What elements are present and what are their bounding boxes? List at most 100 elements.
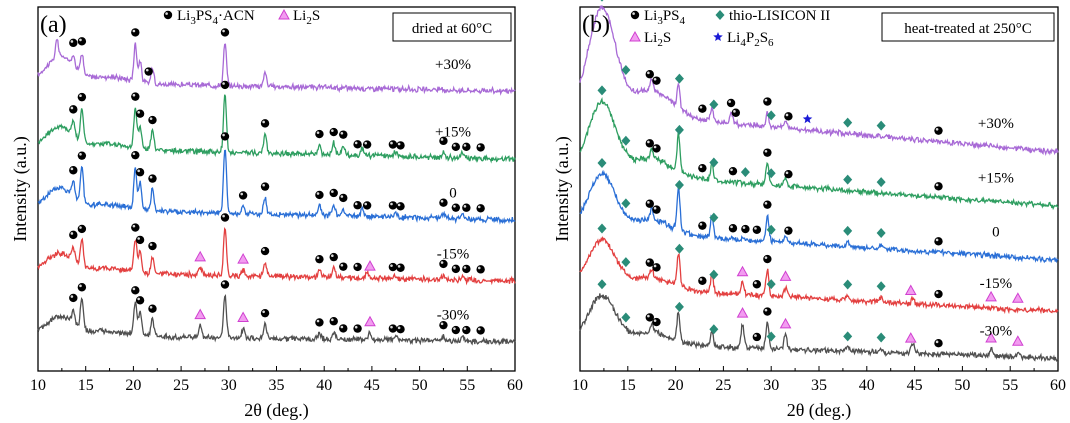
phase-marker-ball xyxy=(462,142,471,152)
legend-text-part: S xyxy=(663,30,671,46)
x-tick-label: 30 xyxy=(221,377,237,394)
series-line xyxy=(37,38,516,96)
phase-marker-ball-shine xyxy=(316,319,320,323)
phase-marker-tri xyxy=(904,332,917,343)
phase-marker-dia xyxy=(709,269,719,280)
phase-marker-ball xyxy=(315,190,324,200)
phase-marker-ball-shine xyxy=(453,144,456,147)
legend-text-part: PS xyxy=(663,8,680,24)
x-tick-label: 20 xyxy=(668,377,684,394)
phase-marker-ball-shine xyxy=(453,327,456,330)
phase-marker-ball xyxy=(396,263,405,272)
legend-text-part: Li xyxy=(293,8,306,24)
phase-marker-ball xyxy=(77,151,87,160)
legend-item: Li2S xyxy=(278,8,320,27)
phase-marker-ball xyxy=(763,254,772,264)
phase-marker-dia xyxy=(674,124,684,135)
phase-marker-ball-shine xyxy=(647,140,650,144)
phase-marker-tri xyxy=(736,265,749,277)
phase-marker-tri xyxy=(194,308,207,320)
x-tick-label: 35 xyxy=(269,377,285,394)
legend-marker-star xyxy=(713,32,723,41)
phase-marker-ball xyxy=(698,276,707,285)
phase-marker-dia xyxy=(674,73,684,84)
phase-marker-tri xyxy=(364,315,376,327)
legend-text-part: S xyxy=(312,8,320,24)
phase-marker-tri xyxy=(194,250,207,262)
legend-label: thio-LISICON II xyxy=(729,8,830,24)
phase-marker-ball xyxy=(934,237,943,246)
phase-marker-dia xyxy=(766,110,776,121)
phase-marker-ball-shine xyxy=(340,131,344,135)
phase-marker-ball xyxy=(652,317,661,327)
phase-marker-ball xyxy=(451,325,461,335)
phase-marker-ball xyxy=(763,200,772,209)
x-tick-label: 30 xyxy=(763,377,779,394)
phase-marker-ball xyxy=(339,130,348,139)
phase-marker-ball xyxy=(353,324,362,333)
series-label: -15% xyxy=(980,276,1013,292)
phase-marker-ball-shine xyxy=(730,225,733,229)
phase-marker-ball-shine xyxy=(222,133,225,137)
legend-label: Li3PS4 xyxy=(644,8,686,27)
phase-marker-ball-shine xyxy=(785,113,789,117)
phase-marker-ball-shine xyxy=(440,322,444,326)
legend-text-part: Li xyxy=(177,8,190,24)
phase-marker-ball xyxy=(69,105,78,114)
phase-marker-ball xyxy=(69,293,78,303)
phase-marker-ball xyxy=(728,224,738,233)
phase-marker-ball xyxy=(69,166,78,175)
phase-marker-ball xyxy=(260,119,270,128)
phase-marker-ball-shine xyxy=(70,106,74,110)
x-tick-label: 15 xyxy=(620,377,636,394)
phase-marker-ball-shine xyxy=(699,106,703,109)
x-tick-label: 10 xyxy=(30,377,46,394)
phase-marker-tri xyxy=(237,253,249,264)
phase-marker-dia xyxy=(766,279,776,290)
phase-marker-ball-shine xyxy=(340,195,344,198)
phase-marker-ball-shine xyxy=(935,238,939,242)
phase-marker-ball-shine xyxy=(354,141,358,145)
panel-label: (a) xyxy=(40,12,67,38)
series-line xyxy=(37,149,516,225)
phase-marker-ball-shine xyxy=(390,202,393,206)
phase-marker-ball xyxy=(396,202,405,211)
phase-marker-ball-shine xyxy=(647,71,650,75)
phase-marker-ball xyxy=(148,241,157,251)
legend-marker-tri xyxy=(629,30,641,42)
phase-marker-dia xyxy=(597,85,607,96)
phase-marker-ball xyxy=(462,203,471,212)
series-line xyxy=(579,97,1059,211)
phase-marker-ball xyxy=(135,296,145,305)
phase-marker-ball-shine xyxy=(653,264,657,268)
phase-marker-ball-shine xyxy=(137,237,140,240)
legend-label: Li2S xyxy=(293,8,320,27)
legend-marker-ball xyxy=(163,10,173,20)
series-line xyxy=(579,5,1059,156)
phase-marker-ball-shine xyxy=(137,110,140,114)
phase-marker-ball-shine xyxy=(222,82,225,85)
series-label: +30% xyxy=(435,57,471,73)
phase-marker-dia xyxy=(674,301,684,312)
phase-marker-ball-shine xyxy=(70,40,74,43)
phase-marker-ball-shine xyxy=(453,204,456,208)
phase-marker-dia xyxy=(674,180,684,191)
phase-marker-ball-shine xyxy=(397,142,401,146)
x-tick-label: 35 xyxy=(811,377,827,394)
phase-marker-ball-shine xyxy=(653,319,657,322)
x-tick-label: 25 xyxy=(173,377,189,394)
phase-marker-ball xyxy=(131,150,140,160)
phase-marker-ball xyxy=(135,168,145,177)
phase-marker-ball-shine xyxy=(79,94,82,98)
phase-marker-ball-shine xyxy=(149,243,153,246)
phase-marker-ball-shine xyxy=(390,141,393,145)
phase-marker-ball xyxy=(388,262,398,272)
phase-marker-ball-shine xyxy=(222,281,225,285)
phase-marker-ball xyxy=(353,201,362,210)
phase-marker-tri xyxy=(985,331,997,343)
phase-marker-ball xyxy=(69,230,78,240)
phase-marker-ball xyxy=(220,213,230,222)
phase-marker-ball-shine xyxy=(463,266,467,269)
phase-marker-dia xyxy=(621,65,631,76)
x-tick-label: 55 xyxy=(1002,377,1018,394)
